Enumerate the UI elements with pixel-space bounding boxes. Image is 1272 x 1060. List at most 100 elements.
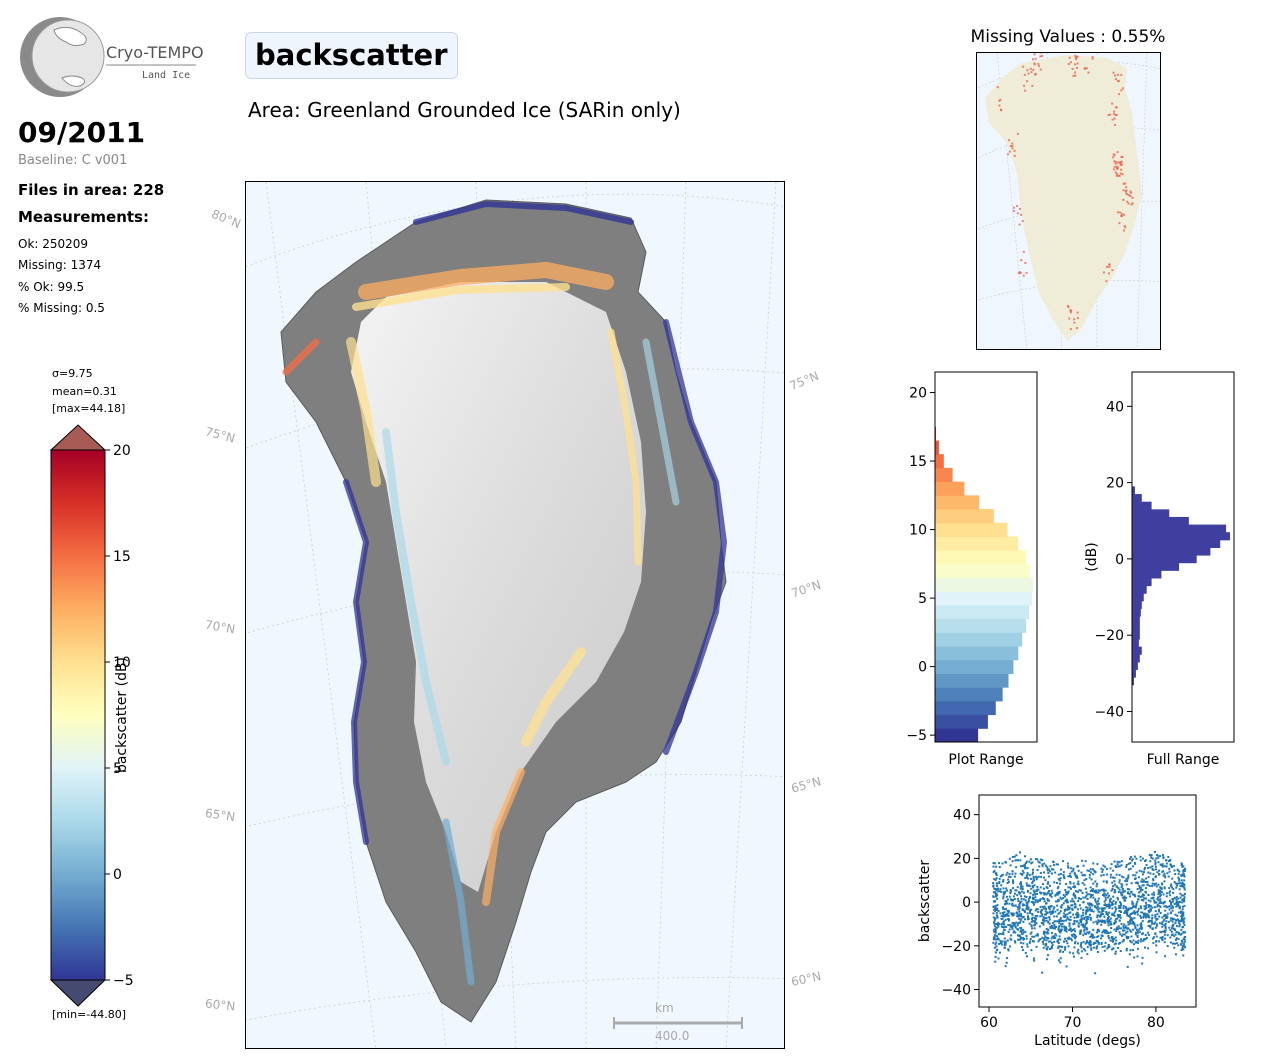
scatter-point <box>1025 876 1028 879</box>
colorbar-tick-label: 5 <box>113 761 122 777</box>
scatter-point <box>1135 857 1138 860</box>
scatter-point <box>1077 869 1080 872</box>
scatter-point <box>1092 896 1095 899</box>
scatter-point <box>1051 935 1054 938</box>
missing-point <box>1122 182 1125 185</box>
scatter-point <box>1129 940 1132 943</box>
scatter-point <box>1154 926 1157 929</box>
scatter-point <box>1072 882 1075 885</box>
scatter-point <box>999 888 1002 891</box>
scatter-point <box>1010 912 1013 915</box>
histogram-bar <box>1132 501 1152 510</box>
scatter-point <box>1139 923 1142 926</box>
histogram-frame <box>934 371 1038 743</box>
scatter-point <box>1031 927 1034 930</box>
scatter-point <box>1130 941 1133 944</box>
scatter-point <box>1038 861 1041 864</box>
scatter-point <box>1023 865 1026 868</box>
scatter-point <box>1031 861 1034 864</box>
scatter-point <box>1119 916 1122 919</box>
scatter-point <box>1180 915 1183 918</box>
scatter-point <box>999 932 1002 935</box>
scatter-point <box>1046 869 1049 872</box>
scatter-point <box>996 907 999 910</box>
scatter-point <box>1075 916 1078 919</box>
scatter-point <box>1140 899 1143 902</box>
histogram-bar <box>935 673 1009 688</box>
scatter-point <box>1168 887 1171 890</box>
scatter-point <box>1028 884 1031 887</box>
scatter-point <box>1043 871 1046 874</box>
scatter-point <box>1170 930 1173 933</box>
scatter-point <box>1096 882 1099 885</box>
scatter-point <box>1160 886 1163 889</box>
scatter-point <box>1128 953 1131 956</box>
scatter-point <box>1077 924 1080 927</box>
scatter-point <box>1004 890 1007 893</box>
scatter-point <box>1025 860 1028 863</box>
mini-greenland <box>985 55 1142 341</box>
scatter-point <box>1132 902 1135 905</box>
scatter-point <box>1039 905 1042 908</box>
scatter-point <box>1177 944 1180 947</box>
missing-point <box>1067 305 1070 308</box>
scatter-point <box>1000 914 1003 917</box>
scatter-point <box>1011 899 1014 902</box>
scatter-point <box>1045 902 1048 905</box>
missing-point <box>1013 149 1016 152</box>
missing-point <box>1032 58 1035 61</box>
missing-point <box>1115 174 1118 177</box>
scatter-point <box>1041 905 1044 908</box>
scatter-point <box>1062 950 1065 953</box>
scatter-point <box>1128 857 1131 860</box>
scatter-point <box>1173 934 1176 937</box>
scatter-point <box>1042 907 1045 910</box>
scatter-point <box>1092 946 1095 949</box>
scatter-point <box>1059 917 1062 920</box>
scatter-point <box>1031 873 1034 876</box>
histogram-bar <box>1132 616 1140 625</box>
scatter-point <box>1043 913 1046 916</box>
scatter-point <box>1069 886 1072 889</box>
scatter-point <box>1016 894 1019 897</box>
histogram-bar <box>935 522 1008 537</box>
scatter-point <box>1169 864 1172 867</box>
scatter-point <box>1013 855 1016 858</box>
scatter-point <box>1154 940 1157 943</box>
scatter-point <box>1146 914 1149 917</box>
scatter-point <box>1095 885 1098 888</box>
scatter-point <box>1025 955 1028 958</box>
scatter-point <box>1018 905 1021 908</box>
scatter-point <box>1033 892 1036 895</box>
missing-point <box>1124 182 1127 185</box>
scatter-point <box>1152 878 1155 881</box>
scatter-point <box>1013 898 1016 901</box>
scatter-point <box>1036 900 1039 903</box>
scatter-point <box>1030 918 1033 921</box>
scatter-point <box>1157 908 1160 911</box>
scatter-point <box>1085 941 1088 944</box>
histogram-bar <box>935 563 1031 579</box>
scatter-point <box>1134 874 1137 877</box>
colorbar-sigma: σ=9.75 <box>52 367 93 380</box>
scatter-point <box>1002 895 1005 898</box>
histogram-ylabel: (dB) <box>1084 542 1100 571</box>
scatter-point <box>1127 937 1130 940</box>
scatter-point <box>1159 898 1162 901</box>
scatter-point <box>1159 931 1162 934</box>
scatter-point <box>1068 912 1071 915</box>
scatter-point <box>1073 906 1076 909</box>
missing-points <box>996 53 1134 331</box>
scatter-point <box>1163 933 1166 936</box>
scatter-point <box>1036 858 1039 861</box>
scatter-point <box>996 897 999 900</box>
missing-point <box>1031 84 1034 87</box>
scatter-point <box>1159 936 1162 939</box>
scatter-point <box>1081 882 1084 885</box>
scatter-point <box>1131 858 1134 861</box>
scatter-point <box>1083 929 1086 932</box>
scatter-point <box>1151 921 1154 924</box>
histogram-bar <box>935 467 953 483</box>
missing-point <box>1129 195 1132 198</box>
stat-missing: Missing: 1374 <box>18 258 102 272</box>
